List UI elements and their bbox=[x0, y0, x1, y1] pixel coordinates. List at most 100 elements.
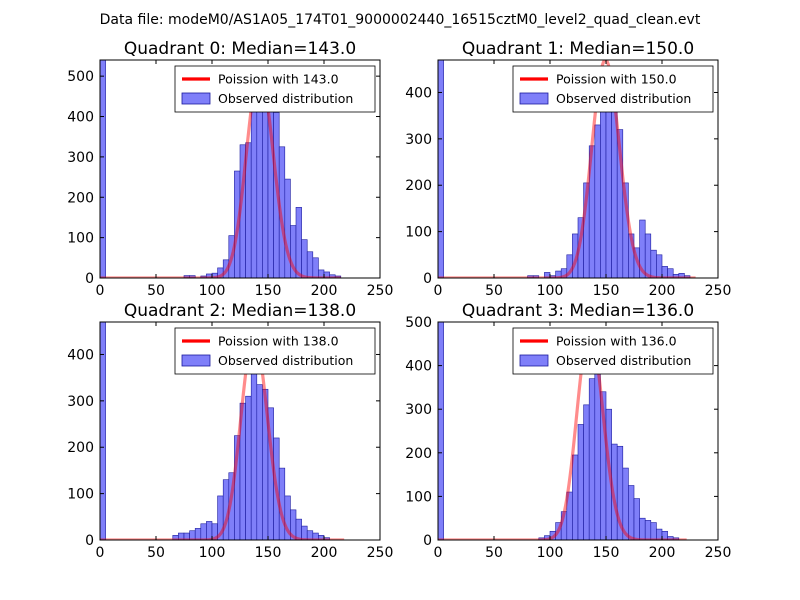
quadrant-3-panel: 0 50 100 150 200 250 0 100 200 300 400 500 Quadrant … bbox=[405, 301, 731, 561]
legend: Poission with 138.0 Observed distribution bbox=[174, 327, 376, 375]
y-tick-label: 100 bbox=[405, 489, 432, 505]
x-tick-label: 250 bbox=[367, 283, 394, 299]
histogram-bar bbox=[667, 268, 674, 278]
histogram-bar bbox=[622, 182, 629, 278]
x-tick-label: 250 bbox=[705, 545, 732, 561]
y-tick-label: 0 bbox=[85, 533, 94, 549]
histogram-bar bbox=[200, 523, 207, 540]
y-tick-label: 100 bbox=[67, 231, 94, 247]
y-tick-label: 400 bbox=[405, 85, 432, 101]
y-tick-label: 200 bbox=[405, 446, 432, 462]
quadrant-0-panel: 0 50 100 150 200 250 0 100 200 300 400 500 Quadrant … bbox=[67, 39, 393, 299]
x-tick-label: 0 bbox=[434, 283, 443, 299]
y-tick-label: 300 bbox=[67, 150, 94, 166]
histogram-bars bbox=[100, 322, 330, 540]
x-tick-label: 200 bbox=[649, 545, 676, 561]
poisson-curve bbox=[100, 70, 342, 278]
y-tick-label: 300 bbox=[405, 402, 432, 418]
legend-bar-label: Observed distribution bbox=[556, 91, 691, 106]
y-tick-label: 500 bbox=[67, 69, 94, 85]
x-tick-label: 100 bbox=[199, 545, 226, 561]
legend-line-label: Poission with 136.0 bbox=[556, 334, 677, 349]
y-tick-label: 0 bbox=[85, 271, 94, 287]
x-tick-label: 200 bbox=[311, 283, 338, 299]
x-tick-label: 50 bbox=[147, 283, 165, 299]
histogram-bars bbox=[438, 322, 680, 540]
panel-title: Quadrant 1: Median=150.0 bbox=[462, 39, 694, 59]
x-tick-label: 50 bbox=[147, 545, 165, 561]
legend-bar-swatch bbox=[519, 354, 549, 367]
histogram-bar bbox=[572, 454, 579, 540]
legend-bar-label: Observed distribution bbox=[218, 353, 353, 368]
histogram-bar bbox=[250, 108, 258, 278]
histogram-bar bbox=[100, 322, 106, 540]
legend-bar-swatch bbox=[181, 92, 211, 105]
histogram-bar bbox=[628, 485, 635, 540]
histogram-bar bbox=[650, 522, 657, 540]
histogram-bar bbox=[256, 92, 263, 278]
legend: Poission with 136.0 Observed distribution bbox=[512, 327, 714, 375]
panels: 0 50 100 150 200 2500100200300400500Quadrant … bbox=[67, 39, 731, 561]
x-tick-label: 150 bbox=[593, 283, 620, 299]
histogram-bar bbox=[245, 395, 252, 540]
legend-box bbox=[512, 65, 714, 113]
x-tick-label: 50 bbox=[485, 283, 503, 299]
histogram-bar bbox=[194, 528, 202, 540]
panel-title: Quadrant 0: Median=143.0 bbox=[124, 39, 356, 59]
histogram-bar bbox=[577, 424, 584, 540]
histogram-bar bbox=[295, 207, 302, 278]
histogram-bar bbox=[656, 254, 663, 278]
x-tick-label: 200 bbox=[311, 545, 338, 561]
quadrant-1-panel: 0 50 100 150 200 250 0 100 200 300 400 Quadrant 1: … bbox=[405, 39, 731, 299]
histogram-bars bbox=[100, 60, 342, 278]
histogram-bar bbox=[100, 60, 106, 278]
histogram-bar bbox=[656, 528, 663, 540]
histogram-bars bbox=[438, 60, 691, 278]
histogram-bar bbox=[301, 525, 308, 540]
y-tick-label: 400 bbox=[405, 359, 432, 375]
y-tick-label: 400 bbox=[67, 347, 94, 363]
histogram-bar bbox=[600, 87, 607, 278]
histogram-bar bbox=[250, 361, 258, 540]
quadrant-2-panel: 0 50 100 150 200 250 0 100 200 300 400 Quadrant 2: … bbox=[67, 301, 393, 561]
histogram-bar bbox=[312, 257, 319, 278]
y-tick-label: 400 bbox=[67, 110, 94, 126]
legend-line-label: Poission with 138.0 bbox=[218, 334, 339, 349]
histogram-bar bbox=[661, 266, 668, 278]
axes-frame bbox=[437, 59, 719, 279]
x-tick-label: 0 bbox=[96, 545, 105, 561]
histogram-bar bbox=[438, 60, 444, 278]
x-tick-label: 0 bbox=[434, 545, 443, 561]
histogram-bar bbox=[633, 498, 640, 540]
x-tick-label: 50 bbox=[485, 545, 503, 561]
histogram-bar bbox=[583, 404, 590, 540]
axes-frame bbox=[99, 59, 381, 279]
legend-line-label: Poission with 150.0 bbox=[556, 72, 677, 87]
legend: Poission with 143.0 Observed distribution bbox=[174, 65, 376, 113]
x-tick-label: 200 bbox=[649, 283, 676, 299]
histogram-bar bbox=[588, 378, 596, 540]
x-tick-label: 150 bbox=[593, 545, 620, 561]
poisson-curve bbox=[438, 60, 697, 278]
histogram-bar bbox=[661, 530, 668, 540]
histogram-bar bbox=[594, 124, 601, 278]
y-tick-label: 200 bbox=[405, 178, 432, 194]
y-tick-label: 300 bbox=[67, 394, 94, 410]
panel-title: Quadrant 3: Median=136.0 bbox=[462, 301, 694, 321]
histogram-bar bbox=[639, 517, 646, 540]
legend: Poission with 150.0 Observed distribution bbox=[512, 65, 714, 113]
histogram-bar bbox=[644, 520, 652, 540]
x-tick-label: 100 bbox=[537, 545, 564, 561]
y-tick-label: 100 bbox=[405, 225, 432, 241]
histogram-bar bbox=[334, 275, 342, 278]
y-tick-label: 0 bbox=[423, 271, 432, 287]
histogram-bar bbox=[206, 521, 213, 540]
x-tick-label: 250 bbox=[705, 283, 732, 299]
y-tick-label: 0 bbox=[423, 533, 432, 549]
legend-bar-label: Observed distribution bbox=[218, 91, 353, 106]
histogram-bar bbox=[256, 384, 263, 540]
x-tick-label: 100 bbox=[537, 283, 564, 299]
y-tick-label: 200 bbox=[67, 440, 94, 456]
histogram-bar bbox=[672, 537, 680, 540]
